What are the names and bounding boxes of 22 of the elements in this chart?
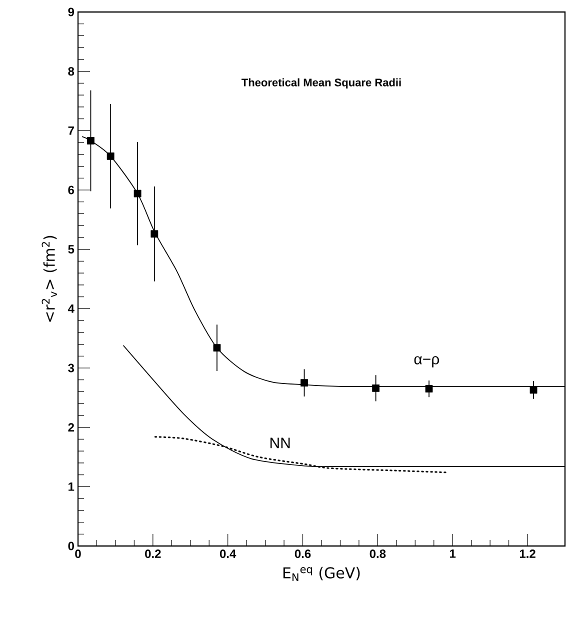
y-tick-label: 3 <box>68 364 74 372</box>
y-axis-title: <r$^{2}$$_{v}$> (fm$^{2}$) <box>42 236 57 322</box>
y-tick-label: 2 <box>68 423 74 432</box>
y-tick-label: 4 <box>68 304 74 313</box>
y-tick-label: 6 <box>68 186 74 194</box>
x-tick-label: 1.2 <box>520 550 536 558</box>
text: Theoretical Mean Square Radii <box>242 78 401 89</box>
y-tick-label: 8 <box>68 67 74 76</box>
y-tick-label: 1 <box>68 482 74 491</box>
annotation: α−ρ <box>414 356 440 368</box>
x-tick-label: 1 <box>450 550 456 558</box>
x-tick-label: 0.8 <box>370 550 386 558</box>
annotation: NN <box>270 438 290 448</box>
x-axis-title: E$_{N}$$^{eq}$ (GeV) <box>283 566 360 581</box>
x-tick-label: 0.6 <box>294 550 311 558</box>
x-tick-label: 0 <box>75 550 81 558</box>
y-tick-label: 9 <box>68 8 74 16</box>
x-tick-label: 0.2 <box>145 550 161 558</box>
y-tick-label: 7 <box>68 126 74 135</box>
x-tick-label: 0.4 <box>220 550 236 558</box>
y-tick-label: 0 <box>68 542 74 550</box>
y-tick-label: 5 <box>68 245 74 254</box>
